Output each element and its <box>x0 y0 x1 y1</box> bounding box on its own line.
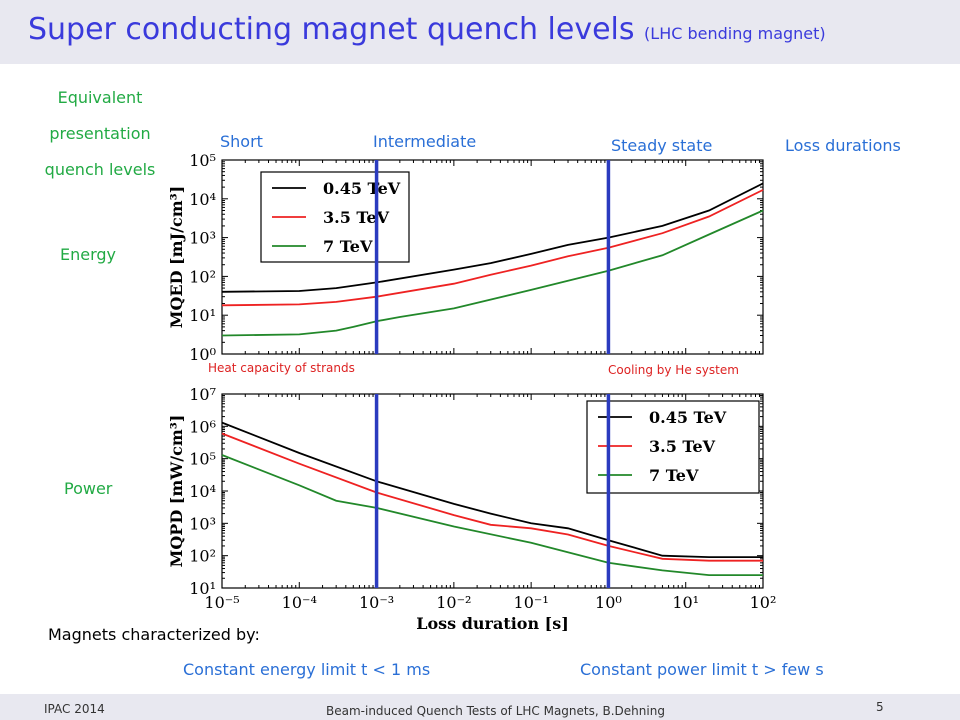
left-heading: Equivalent presentation quench levels <box>36 80 164 188</box>
x-axis-title: Loss duration [s] <box>416 614 569 633</box>
y-axis-title: MQPD [mW/cm³] <box>167 415 186 568</box>
series-line <box>221 454 763 576</box>
legend-label: 0.45 TeV <box>649 408 727 427</box>
power-label: Power <box>64 479 113 498</box>
title-bar <box>0 0 960 64</box>
page-number: 5 <box>876 700 884 714</box>
y-tick-label: 10⁴ <box>189 482 216 501</box>
regime-short: Short <box>220 132 263 151</box>
x-tick-label: 10⁰ <box>595 593 622 612</box>
y-tick-label: 10³ <box>189 514 216 533</box>
y-tick-label: 10⁴ <box>189 190 216 209</box>
legend-label: 0.45 TeV <box>323 179 401 198</box>
note-heat-capacity: Heat capacity of strands <box>208 361 355 375</box>
series-line <box>221 421 763 558</box>
y-tick-label: 10¹ <box>189 306 216 325</box>
y-tick-label: 10³ <box>189 229 216 248</box>
y-axis-title: MQED [mJ/cm³] <box>167 186 186 328</box>
energy-label: Energy <box>60 245 117 264</box>
regime-intermediate: Intermediate <box>373 132 477 151</box>
loss-durations-label: Loss durations <box>785 136 901 155</box>
title-sub: (LHC bending magnet) <box>644 24 826 43</box>
left-heading-line: presentation <box>49 124 151 143</box>
y-tick-label: 10² <box>189 267 216 286</box>
x-tick-label: 10⁻² <box>436 593 471 612</box>
x-tick-label: 10² <box>750 593 777 612</box>
footer-conference: IPAC 2014 <box>44 702 105 716</box>
x-tick-label: 10⁻⁵ <box>204 593 239 612</box>
legend-label: 7 TeV <box>323 237 373 256</box>
legend-label: 3.5 TeV <box>649 437 716 456</box>
footer-bar <box>0 694 960 720</box>
regime-steady: Steady state <box>611 136 713 155</box>
note-cooling: Cooling by He system <box>608 363 739 377</box>
footer-title: Beam-induced Quench Tests of LHC Magnets… <box>326 704 665 718</box>
y-tick-label: 10⁵ <box>189 151 216 170</box>
plot-frame <box>221 159 764 355</box>
series-line <box>221 432 763 562</box>
y-tick-label: 10⁶ <box>189 417 216 436</box>
left-heading-line: quench levels <box>44 160 156 179</box>
title-main: Super conducting magnet quench levels <box>28 12 635 47</box>
y-tick-label: 10¹ <box>189 579 216 598</box>
x-tick-label: 10¹ <box>672 593 699 612</box>
legend-label: 7 TeV <box>649 466 699 485</box>
legend-label: 3.5 TeV <box>323 208 390 227</box>
y-tick-label: 10⁷ <box>189 385 216 404</box>
y-tick-label: 10⁵ <box>189 450 216 469</box>
x-tick-label: 10⁻⁴ <box>282 593 317 612</box>
characterized-label: Magnets characterized by: <box>48 625 260 644</box>
y-tick-label: 10² <box>189 547 216 566</box>
slide-title: Super conducting magnet quench levels (L… <box>28 12 826 47</box>
x-tick-label: 10⁻³ <box>359 593 394 612</box>
constant-power-label: Constant power limit t > few s <box>580 660 824 679</box>
constant-energy-label: Constant energy limit t < 1 ms <box>183 660 431 679</box>
series-line <box>221 209 764 337</box>
x-tick-label: 10⁻¹ <box>514 593 549 612</box>
series-line <box>221 182 764 293</box>
left-heading-line: Equivalent <box>57 88 143 107</box>
series-line <box>221 189 764 307</box>
y-tick-label: 10⁰ <box>189 345 216 364</box>
